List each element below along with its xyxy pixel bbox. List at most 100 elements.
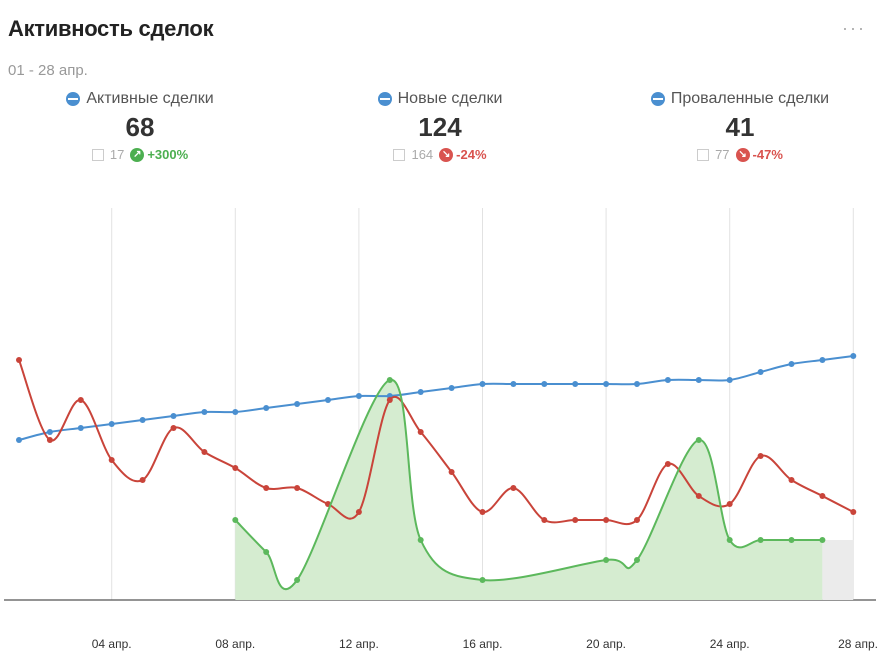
series-active-line	[18, 355, 854, 441]
future-period-area	[822, 540, 854, 600]
data-point[interactable]	[46, 429, 53, 435]
x-tick-label: 20 апр.	[586, 637, 626, 651]
data-point[interactable]	[479, 577, 486, 583]
data-point[interactable]	[201, 409, 208, 415]
data-point[interactable]	[541, 381, 548, 387]
kpi-active-deals: Активные сделки 68 17 ↗ +300%	[10, 90, 270, 162]
series-toggle-icon[interactable]	[377, 92, 392, 106]
data-point[interactable]	[757, 369, 764, 375]
data-point[interactable]	[263, 485, 270, 491]
data-point[interactable]	[355, 509, 362, 515]
data-point[interactable]	[788, 537, 795, 543]
data-point[interactable]	[417, 389, 424, 395]
data-point[interactable]	[757, 453, 764, 459]
data-point[interactable]	[201, 449, 208, 455]
data-point[interactable]	[634, 381, 640, 387]
series-toggle-icon[interactable]	[66, 92, 81, 106]
data-point[interactable]	[603, 517, 610, 523]
data-point[interactable]	[634, 517, 640, 523]
data-point[interactable]	[726, 537, 733, 543]
series-new-line	[18, 359, 854, 526]
data-point[interactable]	[603, 557, 610, 563]
kpi-prev-value: 17	[109, 147, 125, 162]
trend-down-icon: ↘	[439, 147, 454, 162]
data-point[interactable]	[695, 377, 702, 383]
data-point[interactable]	[572, 381, 579, 387]
data-point[interactable]	[386, 397, 393, 403]
data-point[interactable]	[16, 357, 22, 363]
calendar-icon	[393, 148, 406, 161]
kpi-new-deals: Новые сделки 124 164 ↘ -24%	[310, 90, 570, 162]
data-point[interactable]	[386, 377, 393, 383]
data-point[interactable]	[757, 537, 764, 543]
x-tick-label: 24 апр.	[710, 637, 750, 651]
data-point[interactable]	[850, 509, 857, 515]
data-point[interactable]	[479, 509, 486, 515]
kpi-failed-deals: Проваленные сделки 41 77 ↘ -47%	[610, 90, 870, 162]
data-point[interactable]	[510, 381, 517, 387]
data-point[interactable]	[417, 429, 424, 435]
data-point[interactable]	[510, 485, 517, 491]
data-point[interactable]	[232, 465, 239, 471]
data-point[interactable]	[139, 417, 146, 423]
date-range: 01 - 28 апр.	[8, 62, 88, 79]
data-point[interactable]	[541, 517, 548, 523]
data-point[interactable]	[788, 477, 795, 483]
data-point[interactable]	[16, 437, 22, 443]
more-icon[interactable]: ···	[842, 18, 866, 38]
data-point[interactable]	[355, 393, 362, 399]
data-point[interactable]	[695, 437, 702, 443]
data-point[interactable]	[139, 477, 146, 483]
x-tick-label: 28 апр.	[838, 637, 878, 651]
deals-activity-chart: 04 апр. 08 апр. 12 апр. 16 апр. 20 апр. 24 ап…	[4, 208, 878, 651]
data-point[interactable]	[263, 549, 270, 555]
data-point[interactable]	[77, 425, 84, 431]
data-point[interactable]	[263, 405, 270, 411]
x-tick-label: 04 апр.	[92, 637, 132, 651]
data-point[interactable]	[603, 381, 610, 387]
data-point[interactable]	[108, 421, 115, 427]
data-point[interactable]	[726, 377, 733, 383]
data-point[interactable]	[170, 413, 177, 419]
data-point[interactable]	[417, 537, 424, 543]
data-point[interactable]	[232, 517, 239, 523]
data-point[interactable]	[325, 397, 331, 403]
trend-down-icon: ↘	[735, 147, 750, 162]
kpi-value: 68	[125, 112, 155, 142]
trend-up-icon: ↗	[130, 147, 145, 162]
data-point[interactable]	[294, 401, 301, 407]
kpi-value: 124	[418, 112, 462, 142]
series-toggle-icon[interactable]	[650, 92, 665, 106]
data-point[interactable]	[479, 381, 486, 387]
data-point[interactable]	[819, 493, 826, 499]
data-point[interactable]	[726, 501, 733, 507]
kpi-change: -24%	[456, 147, 487, 162]
data-point[interactable]	[850, 353, 857, 359]
data-point[interactable]	[46, 437, 53, 443]
data-point[interactable]	[108, 457, 115, 463]
data-point[interactable]	[695, 493, 702, 499]
data-point[interactable]	[819, 357, 826, 363]
widget-title: Активность сделок	[8, 16, 214, 41]
data-point[interactable]	[634, 557, 640, 563]
kpi-change: +300%	[147, 147, 189, 162]
data-point[interactable]	[664, 377, 671, 383]
data-point[interactable]	[448, 469, 455, 475]
calendar-icon	[697, 148, 710, 161]
data-point[interactable]	[819, 537, 826, 543]
data-point[interactable]	[294, 485, 301, 491]
x-tick-label: 12 апр.	[339, 637, 379, 651]
kpi-prev-value: 164	[411, 147, 434, 162]
data-point[interactable]	[232, 409, 239, 415]
x-tick-label: 16 апр.	[463, 637, 503, 651]
data-point[interactable]	[170, 425, 177, 431]
kpi-value: 41	[725, 112, 755, 142]
data-point[interactable]	[294, 577, 301, 583]
data-point[interactable]	[77, 397, 84, 403]
data-point[interactable]	[448, 385, 455, 391]
data-point[interactable]	[664, 461, 671, 467]
kpi-change: -47%	[752, 147, 783, 162]
kpi-prev-value: 77	[715, 147, 730, 162]
data-point[interactable]	[572, 517, 579, 523]
data-point[interactable]	[788, 361, 795, 367]
